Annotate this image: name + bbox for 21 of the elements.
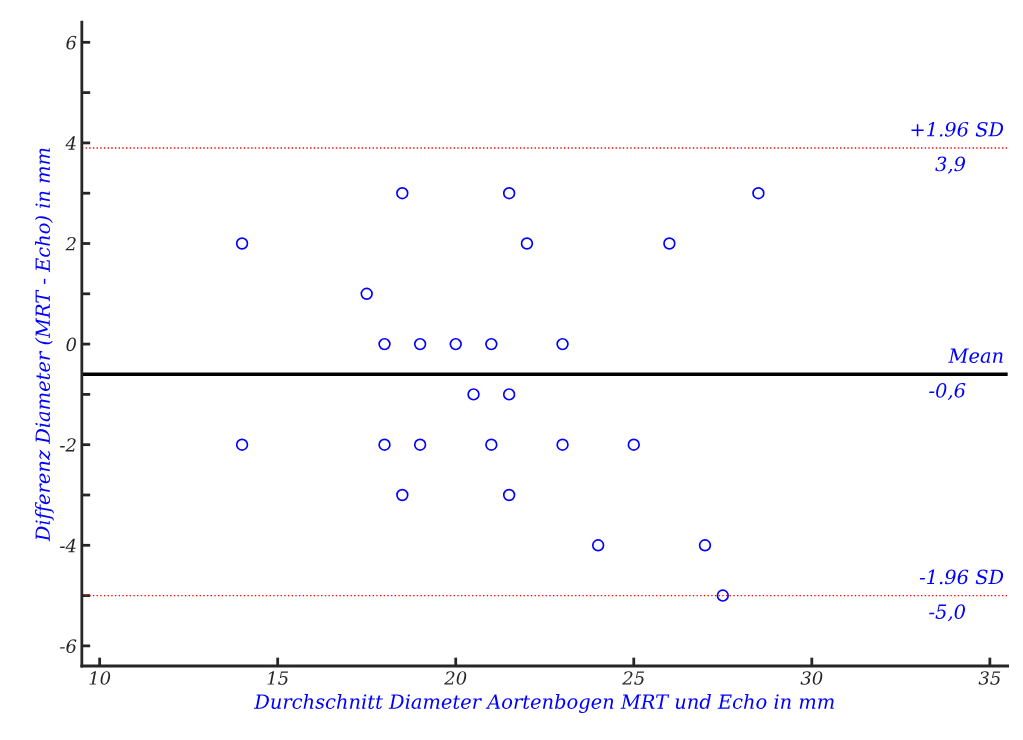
annotation: -0,6 bbox=[929, 382, 966, 401]
x-tick-label: 35 bbox=[978, 671, 1001, 685]
x-tick-label: 10 bbox=[89, 671, 111, 685]
y-tick-label: 4 bbox=[65, 136, 76, 150]
ref-line-label: -1.96 SD bbox=[919, 569, 1004, 585]
x-tick-label: 25 bbox=[622, 671, 645, 685]
x-tick-label: 20 bbox=[444, 671, 467, 685]
y-tick-label: -2 bbox=[60, 438, 76, 452]
ref-line-label: Mean bbox=[948, 348, 1003, 363]
y-tick-label: 0 bbox=[66, 337, 77, 352]
y-tick-label: 2 bbox=[65, 236, 76, 251]
ref-line-label: +1.96 SD bbox=[911, 121, 1004, 137]
x-axis-title: Durchschnitt Diameter Aortenbogen MRT und Echo in mm bbox=[253, 693, 834, 713]
y-axis-title: Differenz Diameter (MRT - Echo) in mm bbox=[35, 148, 54, 542]
y-tick-label: 6 bbox=[66, 35, 77, 50]
y-tick-label: -4 bbox=[60, 538, 76, 553]
x-tick-label: 15 bbox=[267, 671, 289, 685]
x-tick-label: 30 bbox=[800, 671, 823, 685]
annotation: -5,0 bbox=[929, 604, 965, 622]
y-tick-label: -6 bbox=[60, 639, 77, 653]
annotation: 3,9 bbox=[935, 156, 966, 174]
